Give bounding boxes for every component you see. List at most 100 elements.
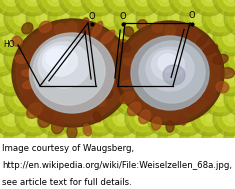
Circle shape: [3, 70, 19, 86]
Circle shape: [0, 44, 14, 72]
Circle shape: [228, 4, 235, 32]
Circle shape: [80, 50, 96, 66]
Circle shape: [14, 50, 30, 66]
Ellipse shape: [179, 115, 186, 125]
Ellipse shape: [120, 80, 135, 89]
Ellipse shape: [120, 25, 220, 121]
Circle shape: [3, 0, 19, 6]
Circle shape: [151, 64, 179, 92]
Circle shape: [14, 90, 30, 106]
Circle shape: [47, 150, 63, 166]
Circle shape: [92, 80, 128, 116]
Ellipse shape: [126, 67, 140, 80]
Circle shape: [74, 84, 102, 112]
Ellipse shape: [22, 23, 33, 34]
Circle shape: [147, 100, 183, 136]
Circle shape: [135, 30, 151, 46]
Circle shape: [48, 0, 84, 36]
Circle shape: [0, 24, 25, 52]
Ellipse shape: [220, 68, 235, 78]
Circle shape: [0, 0, 3, 12]
Circle shape: [0, 20, 29, 56]
Circle shape: [91, 70, 107, 86]
Circle shape: [180, 80, 216, 116]
Circle shape: [96, 124, 124, 152]
Circle shape: [195, 144, 223, 172]
Circle shape: [47, 110, 63, 126]
Circle shape: [0, 120, 18, 156]
Circle shape: [157, 70, 173, 86]
Ellipse shape: [33, 37, 105, 105]
Circle shape: [25, 110, 41, 126]
Circle shape: [92, 40, 128, 76]
Circle shape: [228, 84, 235, 112]
Circle shape: [59, 20, 95, 56]
Circle shape: [69, 70, 85, 86]
Circle shape: [201, 0, 217, 6]
Circle shape: [173, 144, 201, 172]
Circle shape: [168, 50, 184, 66]
Circle shape: [168, 130, 184, 146]
Circle shape: [146, 90, 162, 106]
Circle shape: [36, 50, 52, 66]
Ellipse shape: [152, 22, 163, 33]
Circle shape: [26, 40, 62, 76]
Circle shape: [0, 100, 7, 136]
Circle shape: [195, 64, 223, 92]
Circle shape: [234, 10, 235, 26]
Circle shape: [173, 0, 201, 12]
Circle shape: [151, 0, 179, 12]
Ellipse shape: [196, 35, 208, 47]
Circle shape: [103, 140, 139, 176]
Ellipse shape: [192, 95, 201, 104]
Circle shape: [223, 0, 235, 6]
Circle shape: [63, 24, 91, 52]
Ellipse shape: [54, 24, 67, 36]
Circle shape: [58, 130, 74, 146]
Circle shape: [224, 40, 235, 76]
Circle shape: [113, 0, 129, 6]
Circle shape: [63, 144, 91, 172]
Circle shape: [25, 150, 41, 166]
Circle shape: [125, 20, 161, 56]
Circle shape: [173, 64, 201, 92]
Ellipse shape: [80, 18, 89, 33]
Circle shape: [0, 10, 8, 26]
Circle shape: [48, 40, 84, 76]
Circle shape: [70, 40, 106, 76]
Circle shape: [26, 80, 62, 116]
Circle shape: [4, 80, 40, 116]
Circle shape: [91, 150, 107, 166]
Ellipse shape: [139, 41, 205, 103]
Circle shape: [37, 100, 73, 136]
Circle shape: [223, 150, 235, 166]
Circle shape: [140, 44, 168, 72]
Circle shape: [47, 70, 63, 86]
Circle shape: [190, 90, 206, 106]
Circle shape: [103, 100, 139, 136]
Ellipse shape: [15, 55, 27, 63]
Circle shape: [201, 30, 217, 46]
Circle shape: [14, 130, 30, 146]
Circle shape: [162, 44, 190, 72]
Circle shape: [30, 4, 58, 32]
Circle shape: [234, 50, 235, 66]
Circle shape: [0, 104, 25, 132]
Circle shape: [129, 64, 157, 92]
Circle shape: [107, 0, 135, 12]
Circle shape: [151, 24, 179, 52]
Circle shape: [96, 4, 124, 32]
Circle shape: [195, 24, 223, 52]
Ellipse shape: [39, 21, 51, 32]
Circle shape: [146, 50, 162, 66]
Circle shape: [135, 150, 151, 166]
Circle shape: [140, 84, 168, 112]
Circle shape: [85, 64, 113, 92]
Circle shape: [118, 124, 146, 152]
Circle shape: [213, 100, 235, 136]
Circle shape: [59, 100, 95, 136]
Ellipse shape: [27, 103, 42, 118]
Circle shape: [63, 64, 91, 92]
Circle shape: [223, 30, 235, 46]
Circle shape: [168, 90, 184, 106]
